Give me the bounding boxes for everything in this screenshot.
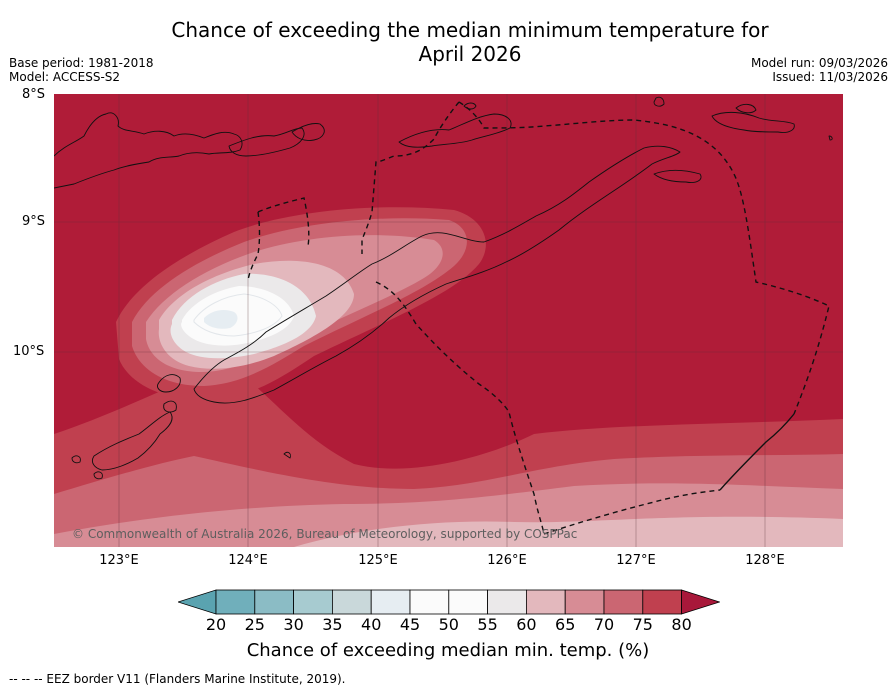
colorbar-segment-60-65 [525,589,566,615]
colorbar-segment-55-60 [487,589,527,615]
base-period-text: Base period: 1981-2018 [9,56,154,70]
colorbar-tick-45: 45 [399,615,421,634]
lon-label-126e: 126°E [487,553,527,568]
colorbar-tick-65: 65 [555,615,576,634]
colorbar-tick-55: 55 [477,615,498,634]
contour-blob-45 [204,310,238,329]
eez-border-solid [719,413,795,491]
east-islands-coastline [711,111,795,133]
meta-left: Base period: 1981-2018 Model: ACCESS-S2 [9,56,154,84]
colorbar-tick-60: 60 [516,615,537,634]
north-islands-coastline [54,112,243,189]
colorbar-tick-80: 80 [671,615,692,634]
lon-label-128e: 128°E [745,553,785,568]
lon-label-127e: 127°E [616,553,656,568]
lat-label-10s: 10°S [13,344,45,359]
colorbar-label: Chance of exceeding median min. temp. (%… [246,640,650,661]
coastlines [54,96,833,480]
colorbar-tick-35: 35 [322,615,343,634]
colorbar-tick-25: 25 [244,615,265,634]
colorbar-extend-low [178,589,217,615]
colorbar-segment-35-40 [331,589,372,615]
copyright-text: © Commonwealth of Australia 2026, Bureau… [72,527,577,541]
colorbar-segment-65-70 [564,589,605,615]
colorbar-segments [178,589,720,615]
lat-label-9s: 9°S [22,214,46,229]
timor-coastline [193,145,681,404]
meta-right: Model run: 09/03/2026 Issued: 11/03/2026 [751,56,888,84]
contour-south-60 [294,516,843,547]
model-text: Model: ACCESS-S2 [9,70,121,84]
colorbar-tick-50: 50 [438,615,459,634]
lon-label-125e: 125°E [358,553,398,568]
colorbar-tick-40: 40 [361,615,382,634]
contour-line-50 [193,293,283,337]
lon-label-123e: 123°E [99,553,139,568]
contour-blob-50 [181,286,294,346]
model-run-text: Model run: 09/03/2026 [750,56,888,70]
colorbar-segment-50-55 [448,589,488,615]
graticule [54,94,843,547]
colorbar-segment-70-75 [603,589,644,615]
colorbar-tick-30: 30 [283,615,304,634]
map-title: Chance of exceeding the median minimum t… [171,18,769,66]
lon-label-124e: 124°E [228,553,268,568]
colorbar-segment-30-35 [293,589,333,615]
colorbar [178,589,720,615]
colorbar-segment-25-30 [254,589,295,615]
colorbar-extend-high [681,589,720,615]
footer-note: -- -- -- EEZ border V11 (Flanders Marine… [9,672,346,686]
forecast-map: © Commonwealth of Australia 2026, Bureau… [54,94,843,547]
colorbar-segment-40-45 [370,589,411,615]
lat-label-8s: 8°S [22,87,46,102]
issued-text: Issued: 11/03/2026 [772,70,888,84]
colorbar-tick-20: 20 [205,615,227,634]
colorbar-segment-75-80 [642,589,682,615]
colorbar-tick-70: 70 [593,615,615,634]
colorbar-segment-20-25 [215,589,256,615]
roti-coastline [91,411,173,471]
eez-border-dashed [247,101,830,535]
colorbar-tick-75: 75 [632,615,653,634]
colorbar-segment-45-50 [409,589,450,615]
